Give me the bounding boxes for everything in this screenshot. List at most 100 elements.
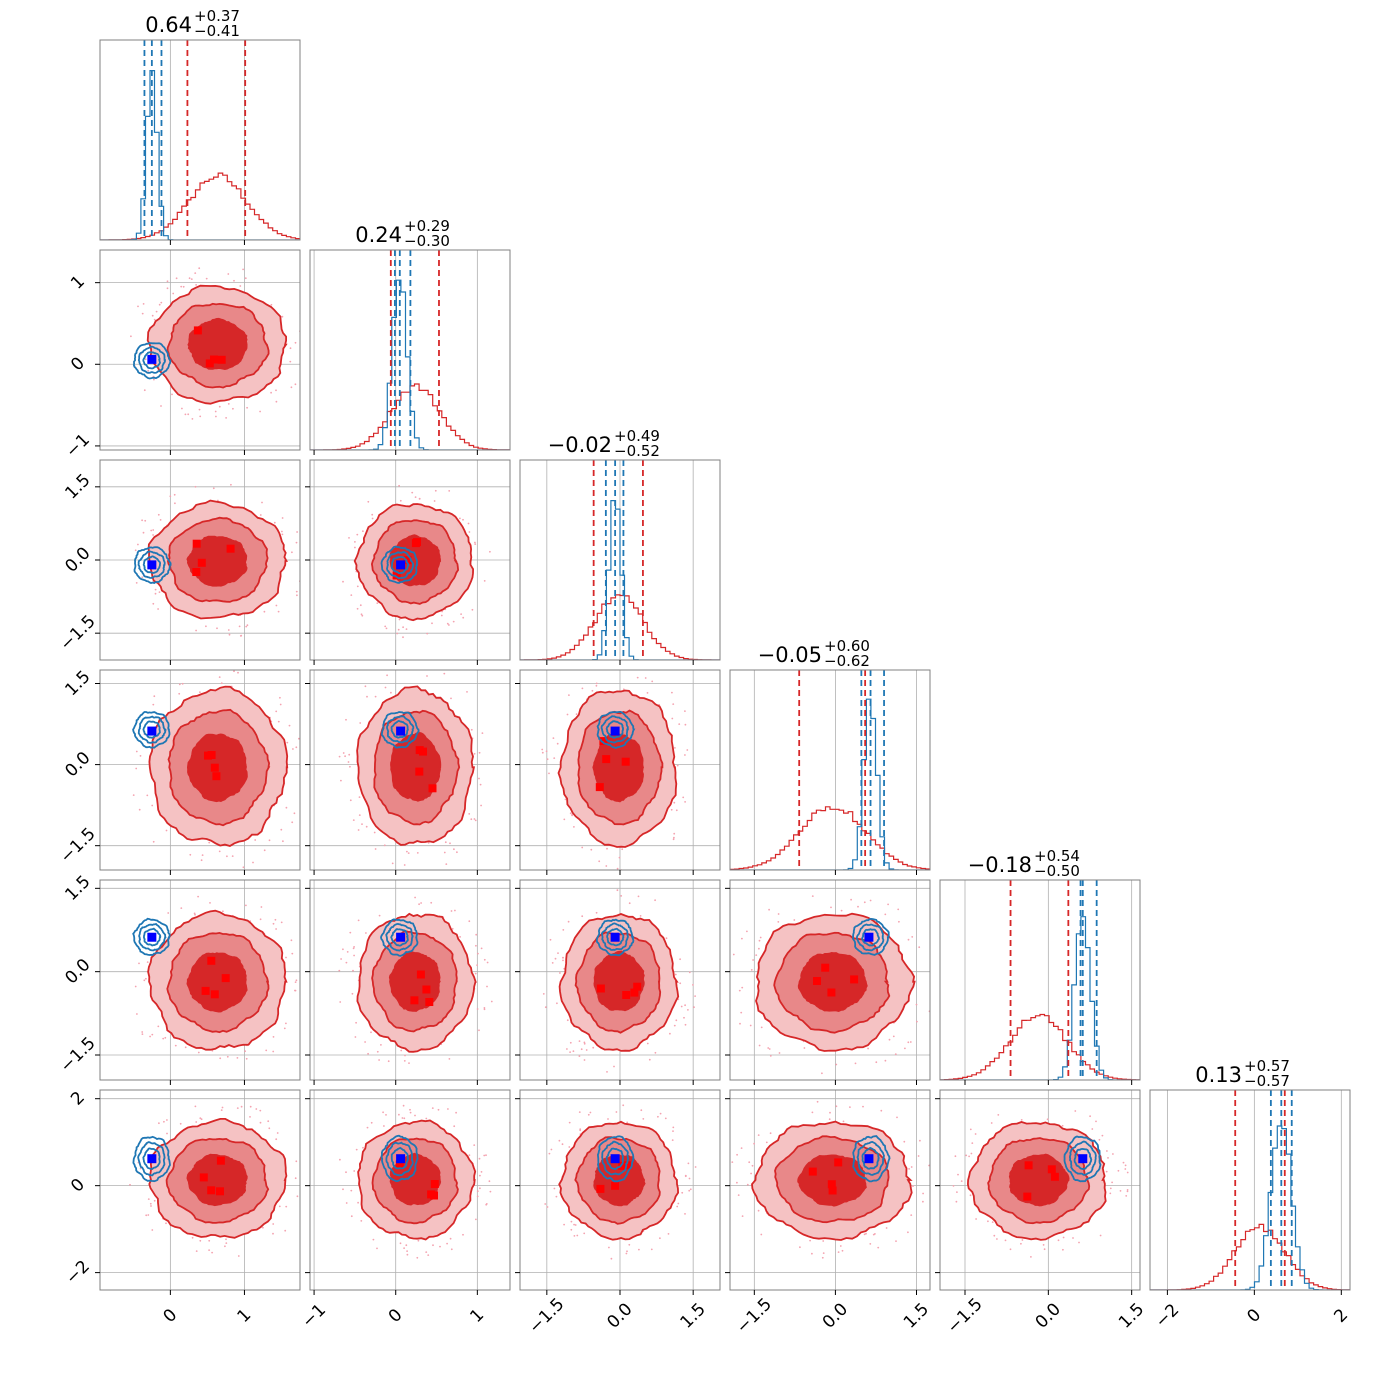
sample-point: [990, 1122, 993, 1124]
sample-point: [141, 519, 144, 522]
panel-content: [310, 1090, 510, 1290]
sample-point: [285, 1205, 288, 1208]
sample-point: [750, 1172, 752, 1175]
sample-point: [418, 497, 421, 500]
sample-point: [490, 1000, 493, 1003]
sample-point: [769, 1132, 772, 1135]
sample-point: [694, 995, 696, 997]
sample-point: [282, 840, 284, 843]
sample-point: [443, 851, 446, 854]
sample-point: [398, 484, 400, 487]
contour-series-b: [380, 1134, 419, 1183]
sample-point: [376, 1050, 379, 1053]
sample-point: [205, 277, 208, 280]
sample-marker-a: [205, 359, 214, 368]
title-minus: −0.41: [194, 22, 240, 40]
contour-series-b: [380, 918, 419, 957]
sample-point: [405, 1244, 408, 1247]
sample-point: [1072, 1237, 1074, 1239]
sample-point: [402, 636, 404, 639]
sample-point: [642, 1118, 645, 1120]
sample-point: [298, 737, 300, 740]
sample-point: [462, 616, 465, 619]
x-tick-label: −2: [1151, 1300, 1183, 1332]
contour-series-b: [600, 715, 630, 744]
sample-point: [286, 741, 289, 744]
sample-marker-a: [192, 539, 201, 548]
sample-point: [453, 1125, 456, 1128]
panel-content: [100, 1090, 300, 1290]
sample-point: [222, 910, 224, 913]
panel-frame: [309, 879, 511, 1081]
panel-frame: [939, 879, 1141, 1081]
sample-point: [294, 341, 297, 344]
sample-point: [483, 1007, 486, 1009]
sample-point: [240, 1105, 243, 1108]
sample-point: [352, 947, 355, 950]
sample-point: [294, 1177, 297, 1180]
title-value: 0.24: [355, 223, 402, 247]
sample-point: [684, 1004, 686, 1007]
sample-point: [811, 1252, 813, 1255]
sample-point: [356, 533, 359, 536]
sample-point: [566, 1048, 568, 1050]
panel-r3-c0: −1.5 0.0 1.5: [56, 667, 301, 875]
sample-point: [659, 1237, 661, 1240]
sample-point: [194, 1105, 197, 1108]
truth-marker: [396, 1154, 406, 1164]
histogram-series-b: [730, 698, 930, 870]
sample-point: [295, 1160, 298, 1163]
sample-point: [476, 1008, 479, 1010]
sample-point: [199, 1117, 202, 1120]
panel-frame: [99, 669, 301, 871]
sample-point: [359, 604, 362, 607]
contour-series-b: [137, 345, 166, 374]
contour-series-b: [142, 720, 161, 739]
sample-point: [479, 1187, 481, 1190]
sample-point: [357, 1201, 359, 1204]
sample-point: [384, 686, 387, 689]
sample-point: [459, 517, 461, 520]
title-minus: −0.52: [614, 442, 660, 460]
x-tick-label: 0: [159, 1305, 181, 1327]
sample-point: [679, 958, 681, 961]
sample-point: [245, 625, 248, 628]
sample-point: [449, 842, 451, 845]
sample-point: [366, 695, 368, 698]
sample-point: [816, 1100, 819, 1103]
sample-point: [195, 284, 198, 286]
sample-point: [1046, 1118, 1049, 1121]
sample-point: [595, 684, 598, 687]
sample-point: [918, 946, 921, 949]
title-value: 0.64: [145, 13, 192, 37]
contour-series-b: [852, 917, 890, 956]
sample-point: [626, 1250, 628, 1253]
sample-point: [1078, 1241, 1080, 1244]
sample-point: [378, 914, 381, 917]
x-tick-label: −1.5: [943, 1294, 986, 1337]
sample-point: [195, 1250, 198, 1252]
sample-point: [354, 1036, 357, 1038]
sample-point: [197, 895, 200, 898]
sample-point: [378, 1059, 380, 1061]
sample-point: [445, 863, 448, 865]
sample-point: [342, 1188, 344, 1191]
sample-point: [273, 521, 276, 524]
sample-point: [975, 1218, 977, 1220]
sample-point: [401, 1117, 404, 1119]
sample-point: [175, 277, 178, 280]
x-tick-label: −1: [298, 1300, 330, 1332]
sample-point: [573, 1235, 576, 1237]
sample-point: [444, 841, 447, 844]
panel-r1-c1: [309, 249, 511, 455]
sample-point: [384, 625, 387, 628]
sample-point: [625, 1252, 628, 1255]
sample-point: [462, 518, 464, 521]
contour-series-b: [386, 551, 415, 580]
sample-point: [615, 1111, 618, 1113]
sample-point: [130, 335, 132, 338]
sample-point: [659, 1112, 662, 1115]
sample-point: [360, 1220, 363, 1222]
sample-point: [153, 695, 156, 698]
sample-point: [340, 779, 342, 782]
